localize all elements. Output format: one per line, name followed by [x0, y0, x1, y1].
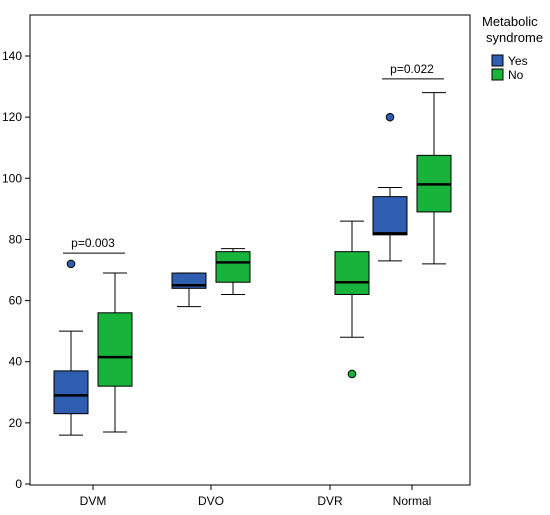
boxes — [53, 92, 452, 436]
legend-swatch-yes — [491, 54, 504, 67]
box-normal-yes — [372, 112, 408, 262]
y-tick-label-80: 80 — [9, 232, 23, 246]
iqr-box-dvr-no — [334, 251, 370, 295]
box-dvm-yes — [53, 259, 89, 436]
box-dvr-no — [334, 220, 370, 379]
y-tick-label-60: 60 — [9, 294, 23, 308]
x-tick-label-dvm: DVM — [80, 494, 107, 508]
y-tick-label-100: 100 — [2, 171, 22, 185]
legend-title-line1: Metabolic — [482, 14, 538, 29]
box-dvm-no — [97, 272, 133, 433]
x-tick-label-normal: Normal — [393, 494, 432, 508]
annotations: p=0.003 p=0.022 — [63, 62, 444, 254]
legend: Metabolic syndrome Yes No — [482, 14, 543, 82]
outlier-normal-yes-0 — [385, 112, 395, 122]
iqr-box-dvm-no — [97, 312, 133, 387]
outlier-dvr-no-0 — [347, 369, 357, 379]
x-tick-label-dvr: DVR — [317, 494, 343, 508]
plot-area — [29, 14, 471, 486]
y-tick-label-120: 120 — [2, 110, 22, 124]
y-tick-label-40: 40 — [9, 355, 23, 369]
significance-label-1: p=0.022 — [390, 62, 434, 76]
legend-label-yes: Yes — [508, 54, 528, 68]
y-tick-label-140: 140 — [2, 49, 22, 63]
y-tick-label-0: 0 — [15, 477, 22, 491]
legend-swatch-no — [491, 68, 504, 81]
iqr-box-dvo-no — [215, 251, 251, 283]
box-normal-no — [416, 92, 452, 265]
x-tick-label-dvo: DVO — [198, 494, 224, 508]
box-dvo-yes — [171, 272, 207, 308]
iqr-box-dvm-yes — [53, 370, 89, 415]
y-axis: 0 20 40 60 80 100 120 140 — [2, 49, 30, 491]
legend-label-no: No — [508, 68, 524, 82]
outlier-dvm-yes-0 — [66, 259, 76, 269]
significance-label-0: p=0.003 — [71, 236, 115, 250]
y-tick-label-20: 20 — [9, 416, 23, 430]
box-dvo-no — [215, 248, 251, 295]
legend-title-line2: syndrome — [486, 30, 543, 45]
iqr-box-normal-yes — [372, 196, 408, 236]
x-axis: DVM DVO DVR Normal — [80, 485, 432, 508]
